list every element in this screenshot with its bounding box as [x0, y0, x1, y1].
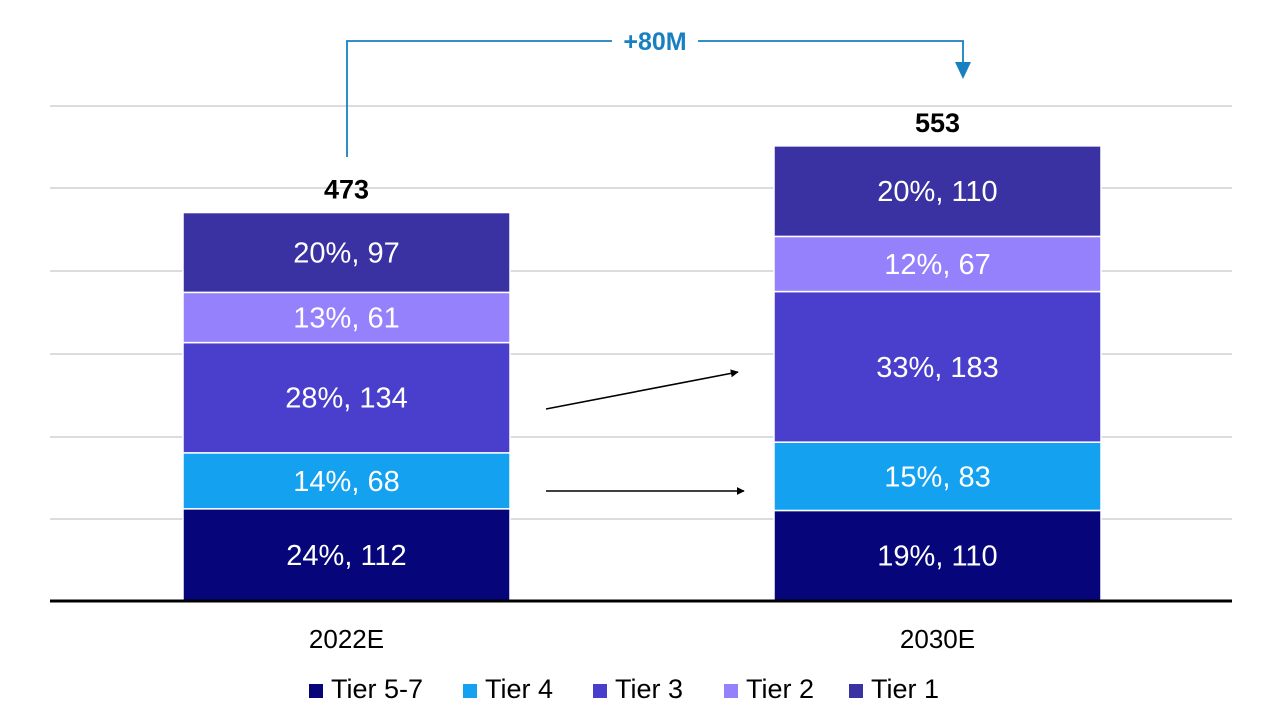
legend-swatch-Tier-5-7: [309, 684, 323, 698]
bar-segment-2022E-Tier-2: [182, 291, 511, 344]
legend-label-Tier-4: Tier 4: [485, 674, 553, 704]
tick-label-2022E: 2022E: [309, 624, 384, 654]
data-label-2030E-Tier-2: 12%, 67: [884, 249, 990, 281]
bars: 24%, 112 14%, 68 28%, 134 13%, 61 20%, 97 19%…: [182, 108, 1102, 602]
delta-annotation: +80M: [623, 28, 686, 56]
total-label-2030E: 553: [915, 108, 960, 138]
data-label-2022E-Tier-1: 20%, 97: [293, 237, 399, 269]
legend-swatch-Tier-1: [849, 684, 863, 698]
data-label-2030E-Tier-1: 20%, 110: [877, 176, 997, 208]
bar-segment-2030E-Tier-2: [773, 235, 1102, 293]
bar-segment-2030E-Tier-3: [773, 290, 1102, 443]
data-label-2022E-Tier-5-7: 24%, 112: [286, 540, 406, 572]
legend-label-Tier-5-7: Tier 5-7: [331, 674, 423, 704]
total-label-2022E: 473: [324, 175, 369, 205]
tick-label-2030E: 2030E: [900, 624, 975, 654]
x-axis: 2022E 2030E: [50, 599, 1232, 654]
data-label-2022E-Tier-2: 13%, 61: [293, 302, 399, 334]
legend-label-Tier-1: Tier 1: [871, 674, 939, 704]
data-label-2030E-Tier-5-7: 19%, 110: [877, 541, 997, 573]
data-label-2022E-Tier-3: 28%, 134: [285, 383, 408, 415]
bar-segment-2030E-Tier-1: [773, 145, 1102, 238]
bar-segment-2022E-Tier-4: [182, 452, 511, 510]
data-label-2022E-Tier-4: 14%, 68: [293, 466, 399, 498]
legend-label-Tier-3: Tier 3: [615, 674, 683, 704]
data-label-2030E-Tier-4: 15%, 83: [884, 461, 990, 493]
legend-label-Tier-2: Tier 2: [746, 674, 814, 704]
data-label-2030E-Tier-3: 33%, 183: [876, 352, 999, 384]
bar-segment-2022E-Tier-1: [182, 211, 511, 294]
delta-arrowhead: [955, 62, 971, 79]
delta-bracket-left: [346, 40, 612, 157]
legend: Tier 5-7 Tier 4 Tier 3 Tier 2 Tier 1: [309, 674, 939, 704]
legend-swatch-Tier-2: [724, 684, 738, 698]
growth-arrow-tier3: [545, 369, 739, 410]
annotations: +80M: [346, 28, 971, 495]
legend-swatch-Tier-4: [463, 684, 477, 698]
legend-swatch-Tier-3: [593, 684, 607, 698]
bar-segment-2030E-Tier-4: [773, 441, 1102, 512]
delta-bracket-right: [698, 40, 964, 64]
